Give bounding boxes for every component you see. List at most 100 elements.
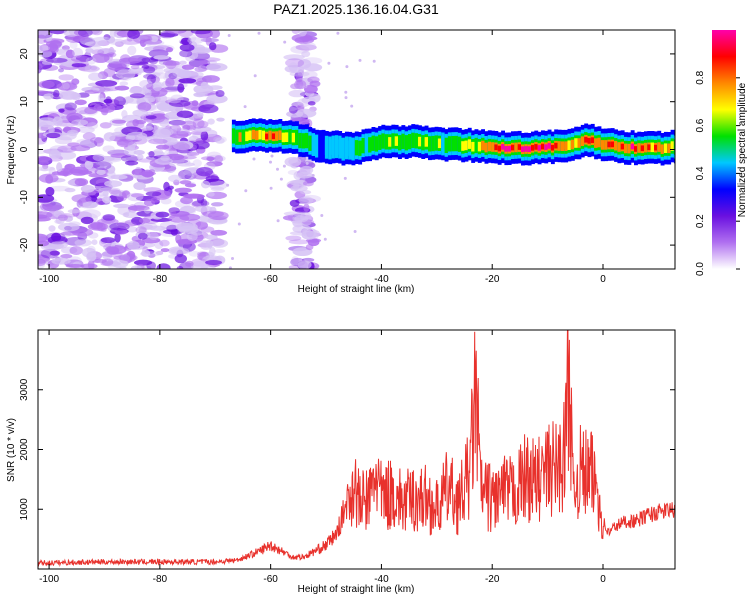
spectrogram-ridge-cell — [341, 141, 346, 157]
spectrogram-ridge-cell — [364, 137, 369, 153]
snr-y-label: SNR (10 * v/v) — [6, 418, 17, 482]
spectrogram-noise-blob — [156, 263, 171, 269]
spectrogram-noise-blob — [77, 30, 93, 37]
spectrogram-noise-blob — [201, 180, 211, 189]
spectrogram-noise-dot — [227, 34, 231, 37]
spectrogram-noise-blob — [167, 116, 185, 121]
spectrogram-ridge-cell — [497, 145, 502, 152]
x-tick-label: -20 — [485, 574, 500, 585]
spectrogram-noise-blob — [74, 178, 89, 187]
spectrogram-noise-blob — [130, 64, 140, 70]
spectrogram-ridge-cell — [617, 144, 622, 150]
spectrogram-ridge-cell — [431, 135, 436, 152]
spectrogram-noise-blob — [299, 36, 318, 41]
spectrogram-noise-blob — [214, 249, 226, 253]
spectrogram-noise-blob — [156, 144, 170, 150]
spectrogram-noise-blob — [174, 254, 187, 264]
spectrogram-noise-blob — [137, 158, 155, 163]
spectrogram-ridge-cell — [517, 144, 522, 150]
spectrogram-noise-blob — [38, 216, 51, 222]
spectrogram-noise-blob — [57, 145, 77, 153]
spectrogram-noise-blob — [108, 189, 121, 195]
spectrogram-noise-blob — [206, 63, 228, 72]
spectrogram-noise-blob — [153, 55, 170, 60]
spectrogram-noise-blob — [179, 60, 187, 65]
spectrogram-ridge-cell — [531, 145, 535, 151]
spectrogram-noise-blob — [84, 41, 106, 47]
spectrogram-noise-dot — [269, 160, 272, 164]
spectrogram-noise-blob — [198, 104, 219, 114]
spectrogram-noise-blob — [205, 175, 220, 183]
spectrogram-noise-blob — [152, 81, 163, 92]
spectrogram-ridge-cell — [275, 131, 279, 141]
spectrogram-ridge-cell — [288, 129, 293, 145]
spectrogram-noise-blob — [84, 30, 100, 35]
spectrogram-noise-blob — [102, 145, 115, 153]
spectrogram-noise-blob — [288, 239, 310, 245]
spectrogram-noise-blob — [67, 129, 79, 137]
spectrogram-noise-blob — [294, 215, 309, 223]
x-tick-label: -100 — [39, 574, 59, 585]
spectrogram-ridge-cell — [464, 140, 469, 151]
spectrogram-ridge-cell — [574, 138, 579, 148]
spectrogram-noise-blob — [179, 180, 192, 185]
spectrogram-noise-blob — [98, 187, 121, 192]
spectrogram-noise-blob — [205, 260, 223, 265]
snr-background — [38, 330, 675, 569]
spectrogram-noise-dot — [344, 96, 348, 100]
spectrogram-noise-blob — [152, 45, 172, 53]
spectrogram-noise-blob — [48, 126, 55, 134]
spectrogram-noise-blob — [143, 187, 162, 193]
spectrogram-ridge-cell — [507, 145, 512, 152]
spectrogram-noise-blob — [200, 226, 215, 233]
spectrogram-noise-blob — [64, 102, 77, 111]
x-tick-label: -60 — [263, 274, 278, 285]
spectrogram-noise-blob — [38, 194, 55, 203]
spectrogram-noise-blob — [187, 51, 199, 60]
spectrogram-ridge-cell — [378, 134, 382, 150]
spectrogram-noise-blob — [165, 59, 177, 70]
spectrogram-noise-blob — [91, 49, 105, 55]
spectrogram-noise-blob — [150, 197, 161, 203]
spectrogram-ridge-cell — [311, 133, 316, 156]
spectrogram-noise-blob — [78, 65, 100, 72]
spectrogram-noise-blob — [283, 211, 306, 216]
spectrogram-ridge-cell — [354, 140, 359, 156]
snr-y-axis: 1000 2000 3000 — [19, 378, 675, 520]
spectrogram-noise-blob — [129, 93, 145, 99]
spectrogram-noise-blob — [148, 151, 155, 158]
spectrogram-x-label: Height of straight line (km) — [298, 284, 415, 295]
spectrogram-noise-blob — [52, 116, 63, 126]
spectrogram-ridge-cell — [421, 137, 426, 148]
spectrogram-noise-blob — [148, 138, 168, 145]
spectrogram-noise-blob — [168, 119, 186, 126]
spectrogram-noise-blob — [100, 237, 116, 244]
spectrogram-ridge-cell — [524, 146, 529, 152]
spectrogram-noise-blob — [165, 47, 174, 53]
spectrogram-noise-blob — [106, 246, 120, 255]
spectrogram-ridge-cell — [624, 143, 628, 154]
y-tick-label: 1000 — [19, 498, 30, 521]
spectrogram-noise-blob — [146, 261, 156, 269]
spectrogram-noise-blob — [176, 110, 194, 119]
spectrogram-noise-blob — [77, 170, 93, 175]
spectrogram-noise-blob — [177, 83, 185, 93]
spectrogram-noise-blob — [136, 154, 144, 160]
spectrogram-noise-blob — [145, 155, 159, 160]
spectrogram-noise-blob — [114, 233, 121, 243]
spectrogram-noise-blob — [114, 85, 130, 91]
spectrogram-noise-dot — [270, 154, 274, 158]
spectrogram-ridge-cell — [527, 146, 532, 152]
spectrogram-noise-blob — [207, 118, 215, 125]
spectrogram-ridge-cell — [580, 136, 585, 146]
spectrogram-noise-blob — [38, 45, 50, 52]
spectrogram-noise-blob — [167, 97, 181, 104]
spectrogram-noise-blob — [181, 64, 195, 70]
spectrogram-noise-blob — [38, 148, 47, 155]
y-tick-label: 2000 — [19, 438, 30, 461]
spectrogram-noise-blob — [78, 126, 95, 134]
spectrogram-noise-blob — [295, 44, 317, 51]
spectrogram-noise-blob — [38, 258, 46, 267]
spectrogram-noise-dot — [345, 65, 349, 69]
spectrogram-ridge-cell — [594, 138, 598, 148]
